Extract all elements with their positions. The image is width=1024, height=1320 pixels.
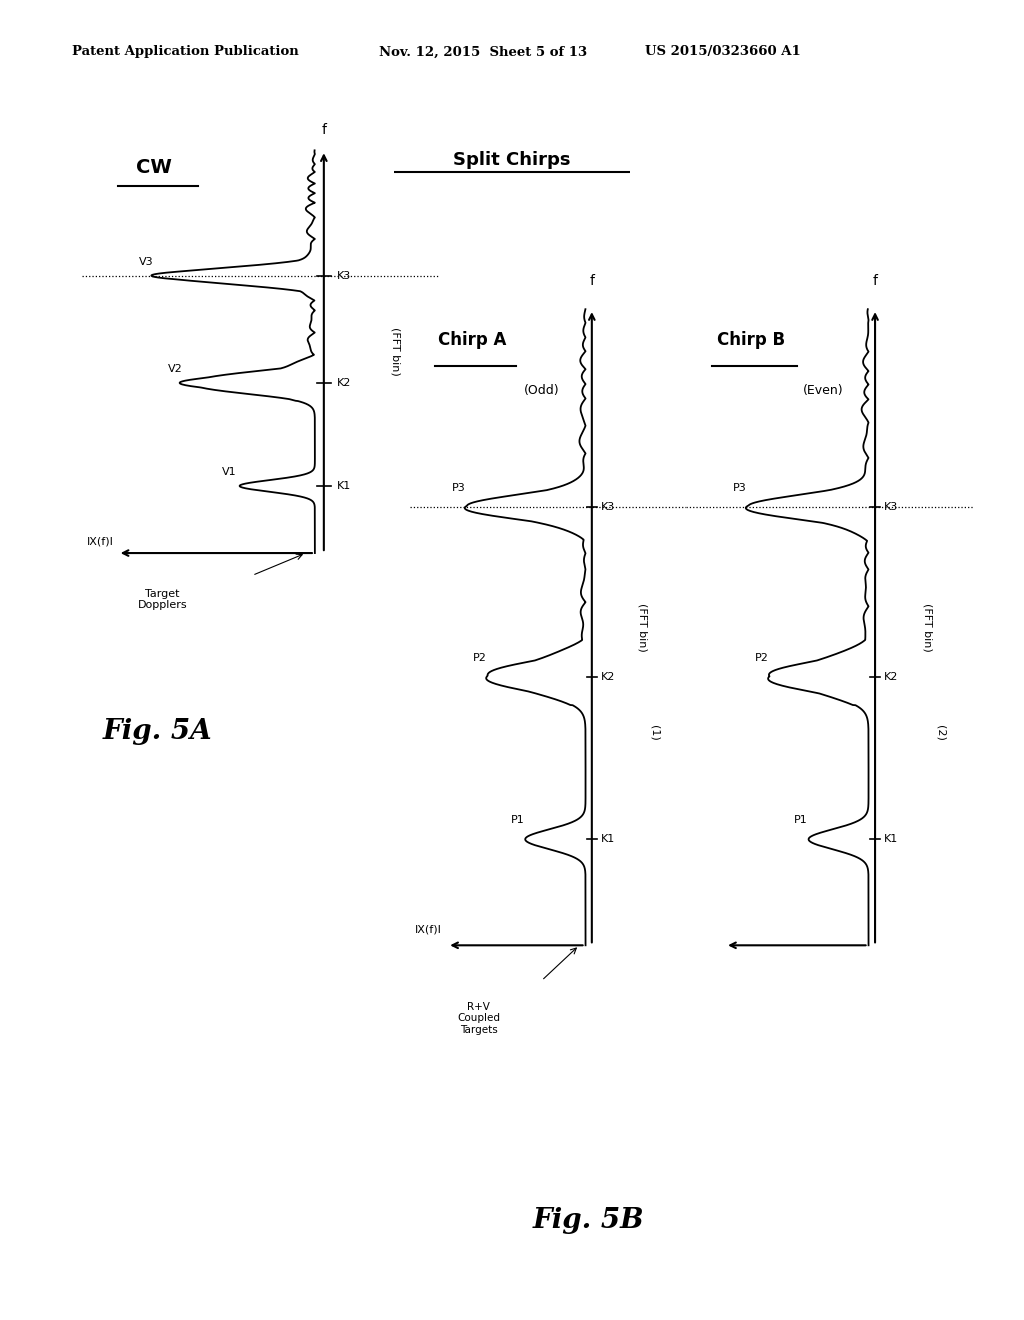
Text: CW: CW <box>135 157 172 177</box>
Text: P1: P1 <box>794 816 808 825</box>
Text: (FFT bin): (FFT bin) <box>637 603 647 652</box>
Text: Split Chirps: Split Chirps <box>454 150 570 169</box>
Text: K2: K2 <box>336 378 351 388</box>
Text: P3: P3 <box>452 483 466 492</box>
Text: K1: K1 <box>336 480 350 491</box>
Text: K2: K2 <box>601 672 615 681</box>
Text: V3: V3 <box>139 256 154 267</box>
Text: Patent Application Publication: Patent Application Publication <box>72 45 298 58</box>
Text: Nov. 12, 2015  Sheet 5 of 13: Nov. 12, 2015 Sheet 5 of 13 <box>379 45 587 58</box>
Text: V2: V2 <box>168 364 182 374</box>
Text: R+V
Coupled
Targets: R+V Coupled Targets <box>458 1002 500 1035</box>
Text: K3: K3 <box>884 502 898 512</box>
Text: IX(f)I: IX(f)I <box>415 925 442 935</box>
Text: V1: V1 <box>221 467 237 477</box>
Text: Chirp A: Chirp A <box>438 330 507 348</box>
Text: (FFT bin): (FFT bin) <box>390 327 400 376</box>
Text: f: f <box>872 275 878 288</box>
Text: K1: K1 <box>884 834 898 845</box>
Text: K2: K2 <box>884 672 898 681</box>
Text: US 2015/0323660 A1: US 2015/0323660 A1 <box>645 45 801 58</box>
Text: f: f <box>322 123 327 137</box>
Text: (Even): (Even) <box>803 384 843 397</box>
Text: IX(f)I: IX(f)I <box>86 536 114 546</box>
Text: K1: K1 <box>601 834 614 845</box>
Text: (Odd): (Odd) <box>523 384 559 397</box>
Text: Chirp B: Chirp B <box>717 330 785 348</box>
Text: (2): (2) <box>935 725 945 742</box>
Text: P2: P2 <box>755 652 769 663</box>
Text: K3: K3 <box>601 502 614 512</box>
Text: K3: K3 <box>336 271 350 281</box>
Text: P1: P1 <box>511 816 524 825</box>
Text: f: f <box>590 275 594 288</box>
Text: P2: P2 <box>473 652 487 663</box>
Text: P3: P3 <box>732 483 746 492</box>
Text: Fig. 5B: Fig. 5B <box>532 1206 644 1234</box>
Text: (1): (1) <box>649 726 659 741</box>
Text: Target
Dopplers: Target Dopplers <box>138 589 187 610</box>
Text: (FFT bin): (FFT bin) <box>923 603 932 652</box>
Text: Fig. 5A: Fig. 5A <box>102 718 212 746</box>
